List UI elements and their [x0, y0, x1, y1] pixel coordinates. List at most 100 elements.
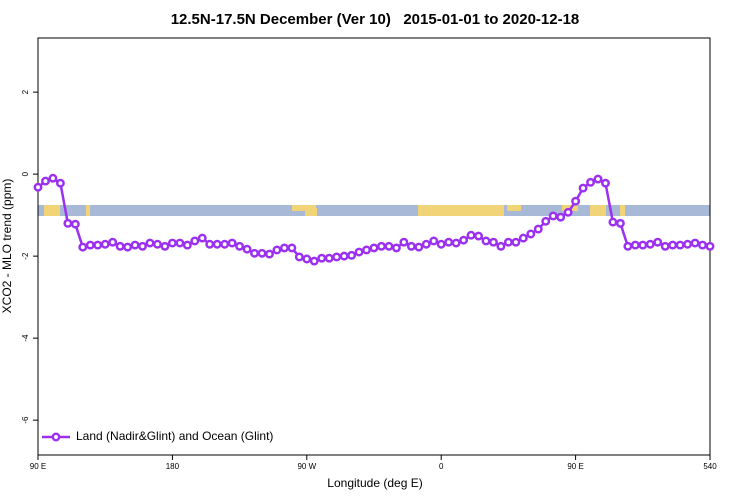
data-point: [250, 248, 259, 258]
data-point: [294, 252, 304, 262]
data-point: [466, 230, 476, 240]
legend-label: Land (Nadir&Glint) and Ocean (Glint): [76, 429, 273, 443]
data-point: [675, 240, 685, 250]
x-tick-label: 540: [703, 462, 717, 471]
data-point: [85, 240, 95, 250]
data-point: [100, 239, 110, 249]
land-strip: [507, 205, 521, 211]
land-strip: [86, 205, 90, 216]
data-point: [548, 211, 558, 221]
data-point: [197, 233, 207, 243]
x-tick-label: 0: [439, 462, 444, 471]
chart-title: 12.5N-17.5N December (Ver 10) 2015-01-01…: [171, 11, 580, 28]
land-strip: [590, 205, 606, 216]
data-point: [578, 183, 588, 193]
data-point: [153, 239, 162, 249]
data-point: [108, 237, 118, 247]
data-point: [339, 251, 349, 261]
data-point: [586, 177, 595, 187]
data-point: [257, 248, 267, 258]
data-point: [653, 237, 663, 247]
data-point: [41, 176, 50, 186]
data-point: [324, 253, 334, 263]
data-point: [489, 237, 498, 247]
data-point: [630, 240, 640, 250]
data-point: [496, 241, 506, 251]
data-point: [645, 239, 655, 249]
data-point: [481, 236, 491, 246]
data-point: [406, 241, 416, 251]
data-point: [660, 241, 670, 251]
data-point: [668, 240, 678, 250]
x-axis-label: Longitude (deg E): [327, 476, 422, 490]
data-point: [451, 238, 461, 248]
data-point: [384, 241, 394, 251]
data-point: [70, 219, 80, 229]
data-point: [377, 241, 386, 251]
land-strip: [418, 205, 504, 216]
data-point: [205, 239, 215, 249]
y-tick-label: 0: [21, 171, 30, 176]
data-point: [369, 243, 379, 253]
data-point: [227, 238, 237, 248]
y-tick-label: -2: [21, 252, 30, 260]
data-point: [160, 241, 170, 251]
land-strip: [292, 205, 316, 211]
data-point: [690, 238, 700, 248]
y-tick-label: -6: [21, 416, 30, 424]
data-point: [526, 229, 536, 239]
data-point: [115, 241, 125, 251]
land-strip: [44, 205, 60, 216]
data-point: [429, 236, 439, 246]
data-point: [55, 178, 65, 188]
data-point: [212, 239, 222, 249]
land-strip: [620, 205, 625, 216]
data-point: [123, 242, 133, 252]
data-point: [287, 243, 297, 253]
data-point: [33, 182, 43, 192]
data-point: [175, 238, 185, 248]
data-point: [130, 240, 140, 250]
data-point: [533, 224, 543, 234]
data-point: [354, 247, 364, 257]
data-point: [190, 236, 200, 246]
data-point: [571, 196, 581, 206]
data-point: [503, 237, 513, 247]
y-tick-label: 2: [21, 89, 30, 94]
data-point: [235, 241, 245, 251]
data-point: [332, 252, 342, 262]
data-point: [414, 242, 424, 252]
data-point: [705, 241, 715, 251]
data-point: [93, 240, 103, 250]
data-point: [474, 231, 483, 241]
land-strip: [305, 208, 317, 216]
ocean-strip: [38, 205, 710, 216]
legend-marker: [51, 432, 61, 442]
data-point: [78, 242, 88, 252]
data-point: [683, 239, 693, 249]
data-point: [279, 243, 289, 253]
x-tick-label: 90 E: [567, 462, 583, 471]
x-tick-label: 180: [166, 462, 180, 471]
data-point: [541, 216, 551, 226]
data-point: [421, 239, 431, 249]
data-point: [638, 240, 648, 250]
data-point: [391, 243, 401, 253]
data-point: [459, 235, 469, 245]
data-point: [182, 240, 192, 250]
data-point: [556, 212, 566, 222]
data-point: [593, 174, 603, 184]
data-point: [309, 256, 319, 266]
y-tick-label: -4: [21, 334, 30, 342]
data-point: [362, 245, 371, 255]
data-point: [511, 237, 521, 247]
data-point: [623, 241, 633, 251]
data-point: [518, 233, 528, 243]
data-point: [615, 218, 625, 228]
data-point: [563, 207, 573, 217]
data-point: [138, 241, 147, 251]
data-point: [601, 178, 610, 188]
data-point: [608, 217, 618, 227]
x-tick-label: 90 W: [297, 462, 316, 471]
